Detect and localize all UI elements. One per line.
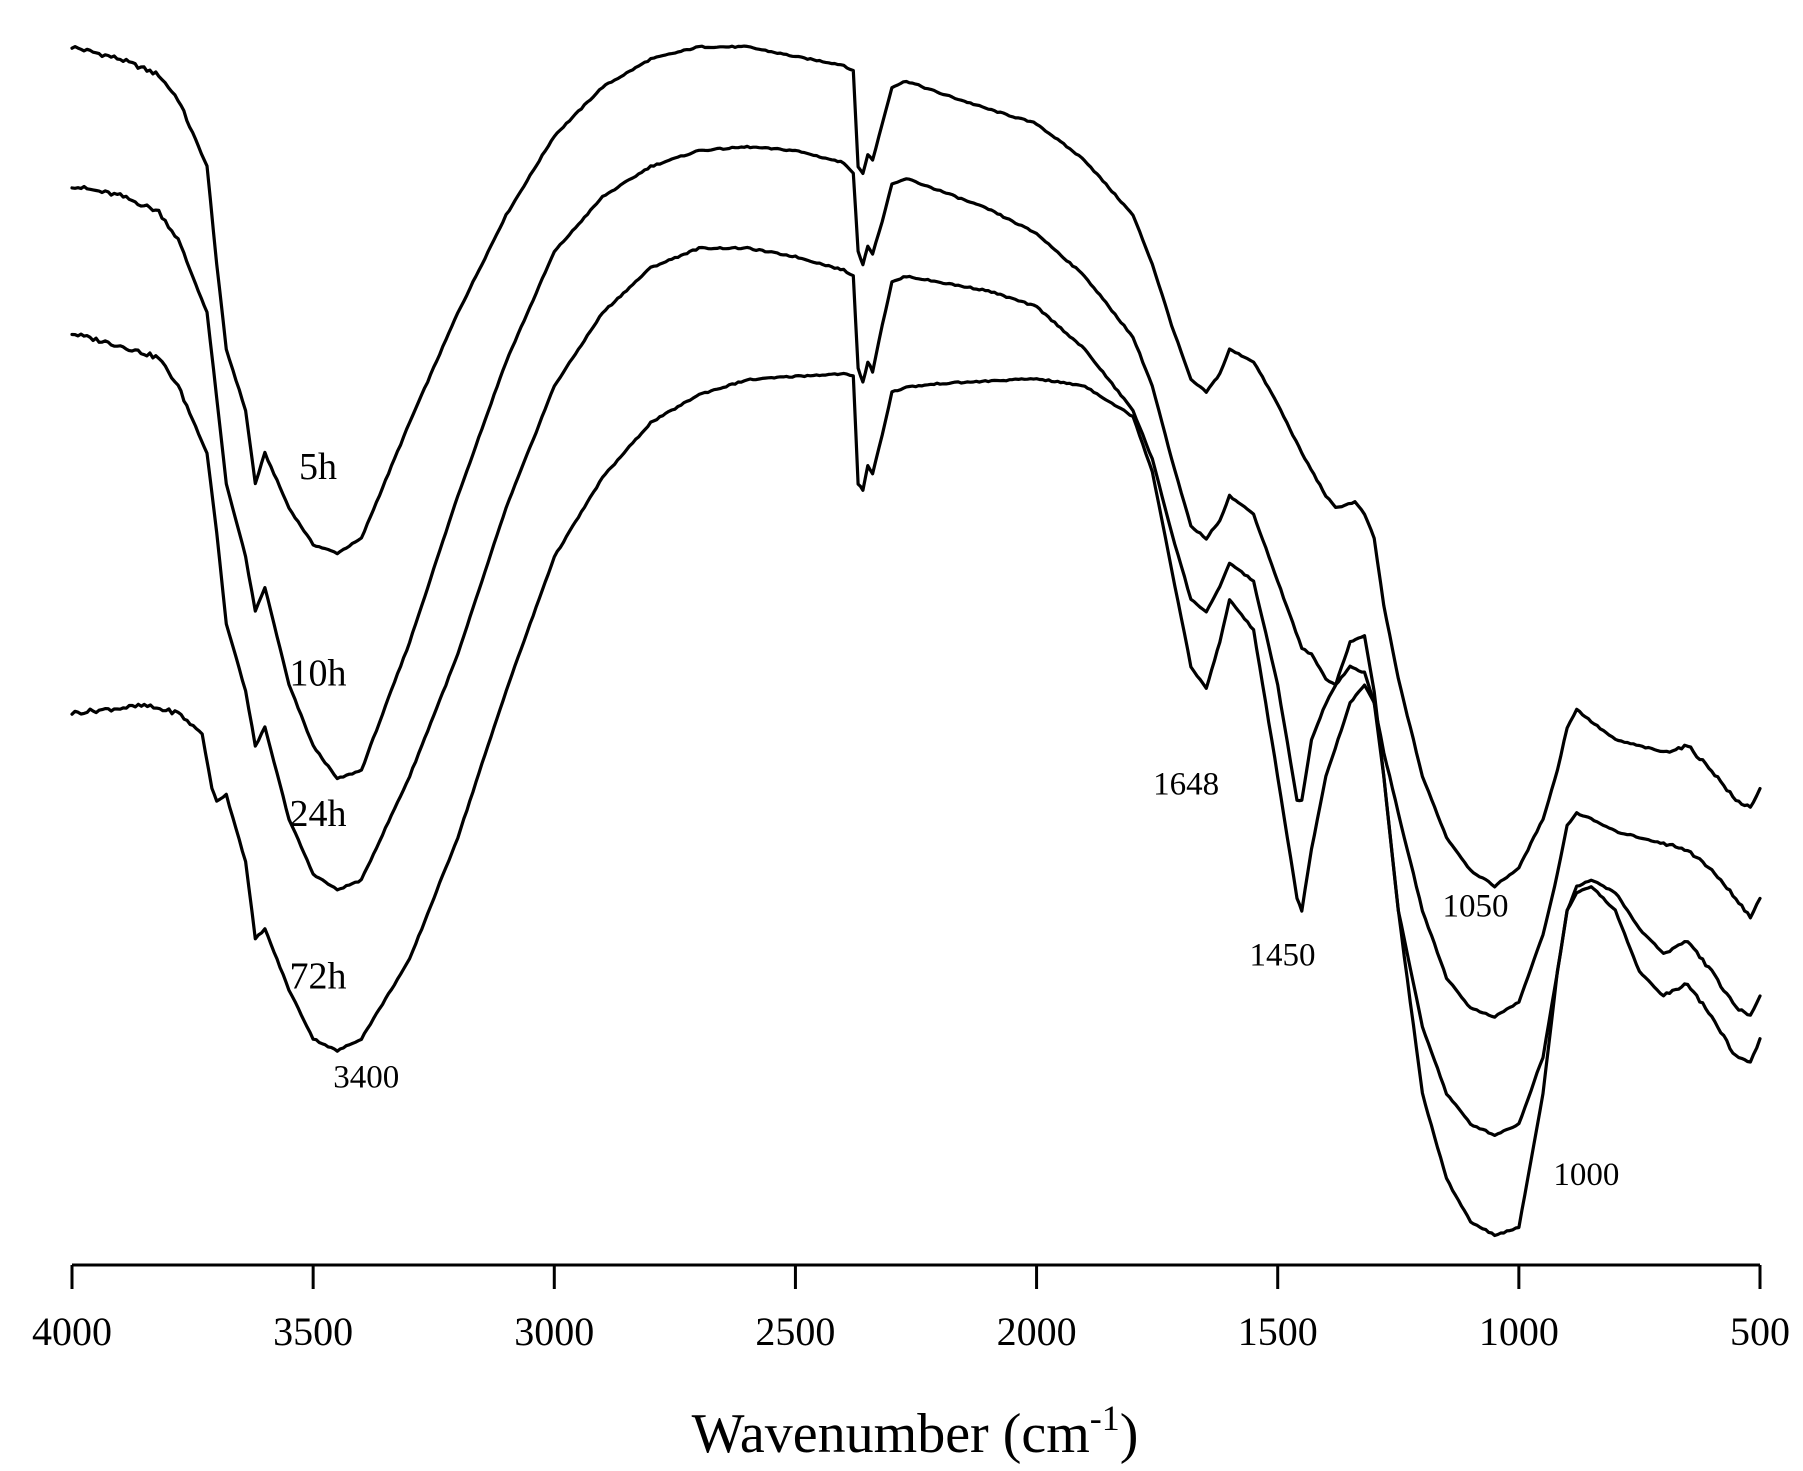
series-line-72h <box>70 371 1762 1238</box>
x-tick-label-4000: 4000 <box>32 1309 112 1354</box>
series-group <box>70 44 1762 1238</box>
x-axis-title-close: ) <box>1120 1403 1139 1465</box>
annotation-group: 3400 1648 1450 1050 1000 <box>333 767 1619 1193</box>
peak-annotation-1000: 1000 <box>1553 1157 1619 1193</box>
x-axis-title-sup: -1 <box>1090 1398 1120 1438</box>
x-axis: 4000 3500 3000 2500 2000 1500 1000 500 <box>32 1263 1790 1354</box>
series-label-group: 5h 10h 24h 72h <box>289 446 346 997</box>
x-tick-label-1000: 1000 <box>1479 1309 1559 1354</box>
series-label-10h: 10h <box>289 652 346 694</box>
x-tick-label-3500: 3500 <box>273 1309 353 1354</box>
series-label-5h: 5h <box>299 446 337 488</box>
x-axis-title: Wavenumber (cm-1) <box>692 1398 1139 1465</box>
peak-annotation-3400: 3400 <box>333 1060 399 1096</box>
x-tick-label-500: 500 <box>1730 1309 1790 1354</box>
x-tick-label-3000: 3000 <box>514 1309 594 1354</box>
series-label-24h: 24h <box>289 793 346 835</box>
series-label-72h: 72h <box>289 956 346 998</box>
peak-annotation-1050: 1050 <box>1442 889 1508 925</box>
peak-annotation-1648: 1648 <box>1153 767 1219 803</box>
x-axis-title-text: Wavenumber (cm <box>692 1403 1090 1465</box>
peak-annotation-1450: 1450 <box>1250 938 1316 974</box>
series-line-24h <box>70 245 1762 1137</box>
x-tick-label-1500: 1500 <box>1238 1309 1318 1354</box>
series-line-10h <box>70 144 1762 1019</box>
x-tick-label-2500: 2500 <box>755 1309 835 1354</box>
series-line-5h <box>70 44 1762 889</box>
x-tick-label-2000: 2000 <box>997 1309 1077 1354</box>
